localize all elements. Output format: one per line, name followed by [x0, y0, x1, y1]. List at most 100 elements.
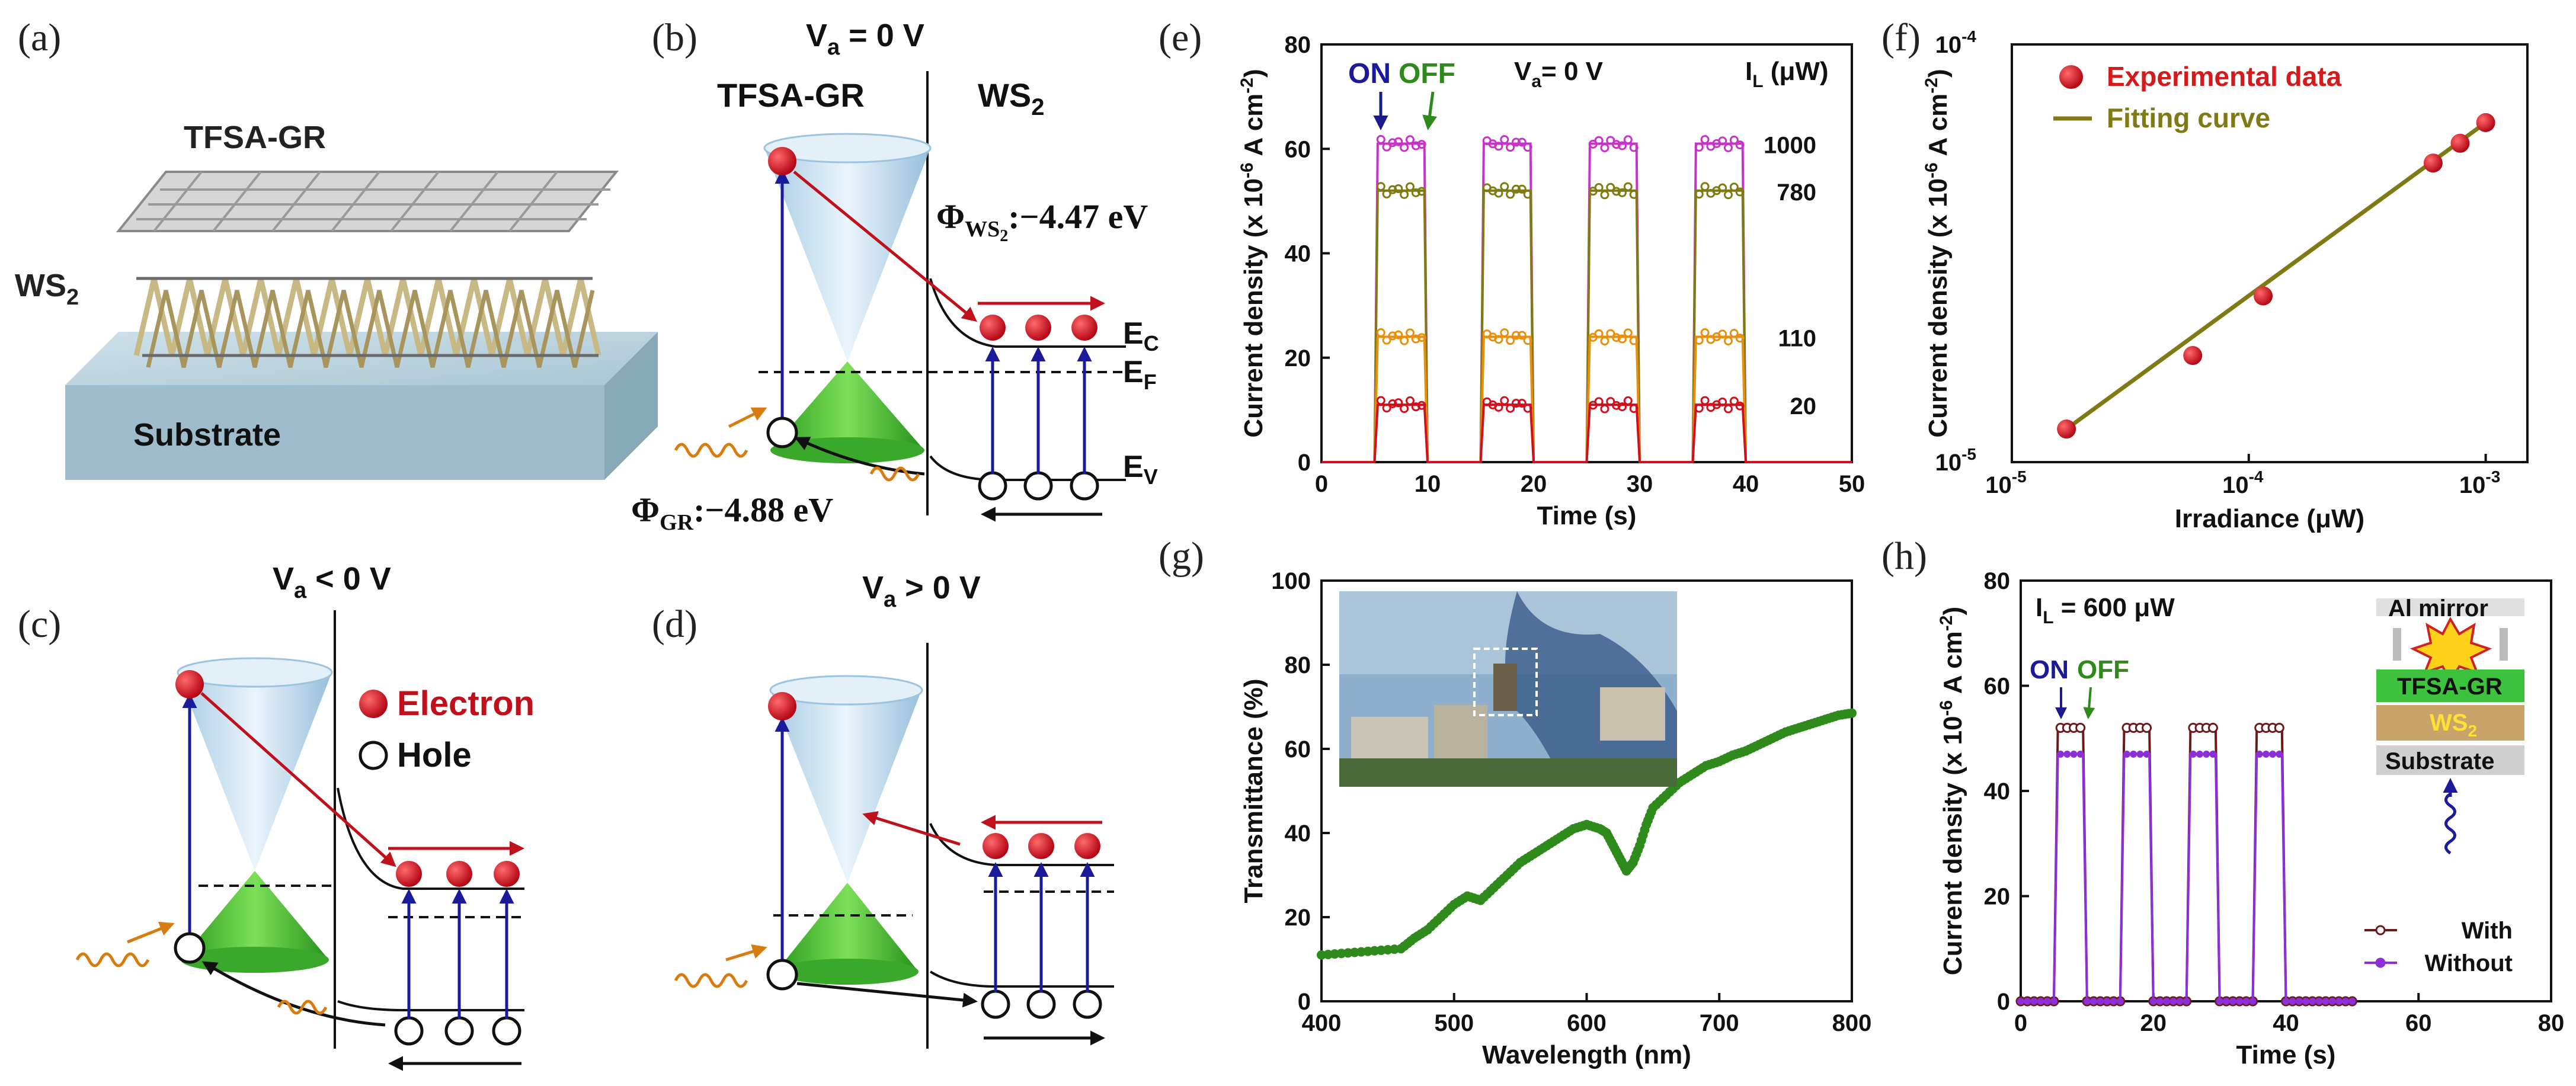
panel-d-transfer-arrow [862, 811, 961, 846]
panel-f-label: (f) [1881, 16, 1921, 59]
panel-h-data-point [2163, 998, 2171, 1005]
panel-h-off-label: OFF [2077, 655, 2129, 684]
panel-e-ylabel: Current density (x 10-6 A cm-2) [1237, 69, 1268, 437]
panel-e-data-point [1494, 188, 1503, 198]
panel-e-data-point [1723, 404, 1733, 414]
panel-e-data-point [1606, 329, 1615, 338]
panel-c-hole-1 [394, 1016, 424, 1046]
panel-e-data-point [1617, 334, 1627, 344]
panel-d-upper-cone [770, 690, 921, 883]
panel-d-light-wave [674, 973, 748, 988]
panel-c-electron-3 [494, 861, 520, 887]
panel-h-xtick-label: 80 [2538, 1010, 2565, 1036]
panel-e-data-point [1500, 135, 1509, 145]
panel-h-data-point [2342, 998, 2350, 1005]
panel-g-chart: 400 500 600 700 800 0 20 40 60 80 100 Wavelength (n… [1239, 568, 1871, 1069]
panel-g-inset-photo [1339, 591, 1677, 787]
panel-h-data-point [2315, 998, 2323, 1005]
panel-f: (f) 10-5 10-4 10-3 10-5 10-4 Irradiance (μW) C… [1881, 16, 2529, 533]
panel-e-data-point [1629, 143, 1639, 152]
panel-e-series-label: 110 [1778, 326, 1816, 352]
panel-d-cone-top [769, 675, 923, 706]
panel-c-bias: Va < 0 V [273, 561, 391, 603]
panel-b-electron-2 [1025, 315, 1051, 341]
panel-h-data-point [2142, 723, 2152, 733]
panel-g-ytick-label: 0 [1298, 989, 1311, 1015]
panel-h-layer-gr [2376, 669, 2524, 702]
panel-h-xtick-label: 60 [2405, 1010, 2432, 1036]
panel-h-data-point [2274, 723, 2284, 733]
panel-e-data-point [1594, 329, 1604, 338]
panel-e-data-point [1623, 182, 1633, 191]
panel-h-data-point [2295, 998, 2303, 1005]
panel-b-electron-3 [1071, 315, 1097, 341]
panel-h-layer-substrate [2376, 745, 2524, 775]
panel-h-data-point [2203, 750, 2210, 758]
panel-f-data-point [2423, 153, 2443, 173]
panel-e-series-label: 1000 [1764, 132, 1816, 158]
panel-h-data-point [2209, 750, 2217, 758]
panel-d-bias: Va > 0 V [862, 570, 981, 612]
panel-e-data-point [1500, 328, 1509, 338]
panel-e-data-point [1735, 187, 1745, 197]
panel-e-xtick-label: 50 [1839, 471, 1865, 497]
panel-b-hole-2 [1023, 471, 1053, 501]
panel-h-data-point [2063, 750, 2071, 758]
panel-c-conduction-band [337, 787, 524, 890]
legend-hole-label: Hole [397, 736, 472, 774]
panel-h-data-point [2143, 750, 2151, 758]
panel-e-data-point [1600, 337, 1609, 346]
panel-e-data-point [1729, 182, 1739, 192]
panel-h-data-point [2322, 998, 2329, 1005]
panel-g-ytick-label: 80 [1285, 652, 1311, 678]
panel-f-ytick-label: 10-4 [1935, 27, 1977, 58]
panel-e-data-point [1623, 135, 1633, 145]
panel-e-off-arrow [1422, 91, 1438, 130]
panel-h-data-point [2075, 723, 2086, 733]
ws2-layer [133, 277, 601, 368]
panel-h-data-point [2156, 998, 2164, 1005]
panel-h-ylabel: Current density (x 10-6 A cm-2) [1937, 607, 1967, 975]
panel-d-cone-bottom [776, 959, 919, 985]
panel-e-data-point [1723, 190, 1733, 200]
panel-g-xtick-label: 800 [1832, 1010, 1872, 1036]
panel-e-xtick-label: 10 [1415, 471, 1441, 497]
panel-e-data-point [1600, 143, 1609, 152]
panel-e-data-point [1405, 135, 1415, 145]
panel-b: (b) Va = 0 V TFSA-GR WS2 [631, 16, 1159, 535]
panel-e-data-point [1405, 328, 1415, 338]
panel-h-data-point [2269, 750, 2277, 758]
panel-h-data-point [2302, 998, 2310, 1005]
panel-h-label: (h) [1881, 534, 1927, 578]
panel-e-data-point [1629, 190, 1639, 199]
panel-h-ytick-label: 0 [1997, 989, 2010, 1015]
panel-h-xtick-label: 20 [2140, 1010, 2167, 1036]
panel-e-data-point [1405, 396, 1415, 405]
panel-h-data-point [2282, 998, 2290, 1005]
panel-b-ef: EF [1123, 355, 1157, 394]
panel-d-hole-transfer-arrow [796, 982, 978, 1008]
panel-e-data-point [1511, 331, 1521, 340]
panel-h-data-point [2196, 750, 2204, 758]
panel-d-electron-2 [1028, 833, 1054, 859]
panel-d-light-arrow [725, 944, 767, 962]
panel-e-data-point [1394, 184, 1403, 193]
panel-e-data-point [1394, 330, 1403, 339]
panel-b-cone-top [763, 133, 932, 164]
panel-e-data-point [1718, 329, 1727, 339]
panel-h-data-point [2276, 750, 2283, 758]
panel-h-inset-device: Al mirror TFSA-GR WS2 Substrate [2376, 595, 2524, 855]
panel-g-ytick-label: 20 [1285, 905, 1311, 931]
panel-e: (e) 0 10 20 30 40 50 0 20 40 60 80 Time (s) Current … [1159, 16, 1865, 530]
panel-h-data-point [2262, 750, 2270, 758]
panel-e-data-point [1612, 140, 1621, 149]
panel-c-light-wave-2 [277, 999, 328, 1015]
panel-e-data-point [1694, 403, 1704, 413]
panel-e-on-label: ON [1348, 58, 1391, 89]
panel-e-data-point [1417, 187, 1426, 196]
panel-e-data-point [1400, 143, 1409, 152]
panel-f-xtick-label: 10-3 [2459, 467, 2500, 498]
panel-e-ytick-label: 40 [1285, 241, 1311, 267]
panel-e-data-point [1494, 142, 1503, 151]
panel-b-hole-3 [1070, 471, 1099, 501]
